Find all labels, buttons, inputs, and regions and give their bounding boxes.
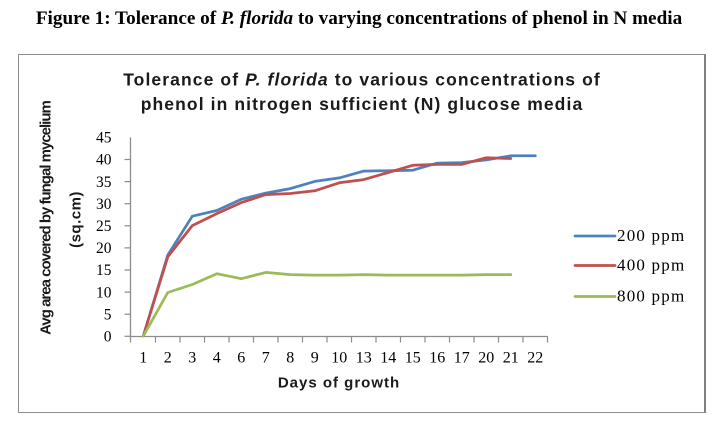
svg-text:20: 20 [96, 240, 112, 257]
svg-text:45: 45 [96, 130, 112, 147]
svg-text:Avg area covered by fungal myc: Avg area covered by fungal mycelium [38, 100, 55, 334]
svg-text:4: 4 [213, 350, 221, 367]
svg-text:(sq.cm): (sq.cm) [68, 191, 85, 248]
svg-text:800 ppm: 800 ppm [617, 286, 685, 305]
svg-text:200 ppm: 200 ppm [617, 226, 685, 245]
svg-text:Tolerance of P. florida to var: Tolerance of P. florida to various conce… [123, 70, 601, 90]
svg-text:17: 17 [454, 350, 470, 367]
svg-text:Figure 1: Tolerance of P. flor: Figure 1: Tolerance of P. florida to var… [36, 8, 683, 29]
svg-text:35: 35 [96, 174, 112, 191]
svg-text:16: 16 [429, 350, 445, 367]
svg-text:22: 22 [527, 350, 543, 367]
svg-text:7: 7 [262, 350, 270, 367]
svg-text:20: 20 [478, 350, 494, 367]
svg-text:30: 30 [96, 196, 112, 213]
svg-text:2: 2 [164, 350, 172, 367]
svg-text:400 ppm: 400 ppm [617, 255, 685, 274]
svg-text:13: 13 [356, 350, 372, 367]
svg-text:phenol in nitrogen sufficient: phenol in nitrogen sufficient (N) glucos… [141, 94, 584, 114]
svg-text:5: 5 [104, 306, 112, 323]
svg-text:0: 0 [104, 329, 112, 346]
svg-text:10: 10 [96, 284, 112, 301]
svg-text:Days of growth: Days of growth [278, 374, 400, 391]
svg-text:1: 1 [139, 350, 147, 367]
svg-text:21: 21 [503, 350, 519, 367]
svg-text:40: 40 [96, 152, 112, 169]
svg-text:15: 15 [96, 262, 112, 279]
svg-text:10: 10 [331, 350, 347, 367]
svg-text:15: 15 [405, 350, 421, 367]
svg-text:3: 3 [188, 350, 196, 367]
svg-text:25: 25 [96, 218, 112, 235]
svg-text:6: 6 [237, 350, 245, 367]
svg-text:9: 9 [311, 350, 319, 367]
svg-text:14: 14 [380, 350, 396, 367]
svg-text:8: 8 [286, 350, 294, 367]
